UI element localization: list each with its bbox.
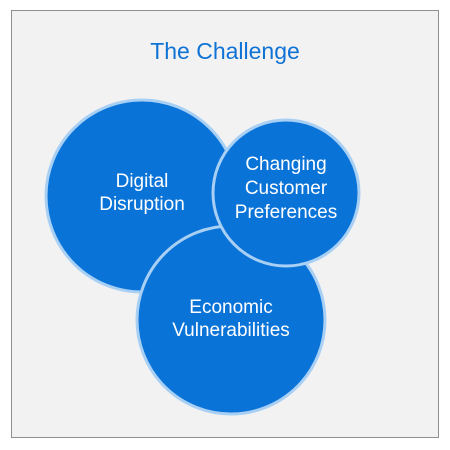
diagram-title: The Challenge xyxy=(150,38,300,64)
circle-changing-customer-preferences xyxy=(211,118,361,268)
label-digital-line-2: Disruption xyxy=(99,194,185,215)
label-customer-line-2: Customer xyxy=(245,178,328,199)
label-digital-line-1: Digital xyxy=(116,171,169,192)
label-economic-line-1: Economic xyxy=(189,297,272,318)
label-economic-line-2: Vulnerabilities xyxy=(172,320,290,341)
label-customer-line-1: Changing xyxy=(245,154,326,175)
label-customer-line-3: Preferences xyxy=(235,202,337,223)
